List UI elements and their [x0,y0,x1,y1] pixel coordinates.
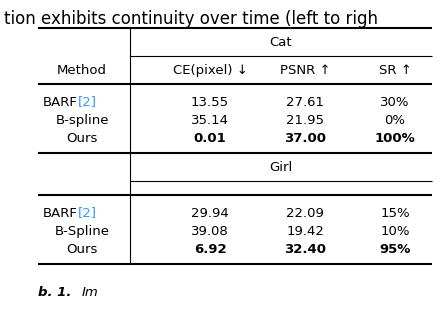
Text: 32.40: 32.40 [284,242,326,255]
Text: 39.08: 39.08 [191,224,229,238]
Text: 29.94: 29.94 [191,206,229,220]
Text: BARF: BARF [43,96,78,109]
Text: CE(pixel) ↓: CE(pixel) ↓ [172,63,247,77]
Text: tion exhibits continuity over time (left to righ: tion exhibits continuity over time (left… [4,10,378,28]
Text: 0.01: 0.01 [194,131,226,145]
Text: Ours: Ours [66,242,98,255]
Text: 27.61: 27.61 [286,96,324,109]
Text: Girl: Girl [269,160,293,174]
Text: PSNR ↑: PSNR ↑ [280,63,330,77]
Text: 0%: 0% [384,113,405,127]
Text: 19.42: 19.42 [286,224,324,238]
Text: 95%: 95% [379,242,411,255]
Text: 37.00: 37.00 [284,131,326,145]
Text: [2]: [2] [78,206,97,220]
Text: 100%: 100% [375,131,415,145]
Text: Cat: Cat [270,35,292,49]
Text: 10%: 10% [380,224,410,238]
Text: 30%: 30% [380,96,410,109]
Text: 6.92: 6.92 [194,242,226,255]
Text: BARF: BARF [43,206,78,220]
Text: b. 1.: b. 1. [38,286,71,299]
Text: B-Spline: B-Spline [55,224,109,238]
Text: Im: Im [82,286,99,299]
Text: 22.09: 22.09 [286,206,324,220]
Text: B-spline: B-spline [55,113,109,127]
Text: 21.95: 21.95 [286,113,324,127]
Text: 13.55: 13.55 [191,96,229,109]
Text: 15%: 15% [380,206,410,220]
Text: SR ↑: SR ↑ [379,63,411,77]
Text: [2]: [2] [78,96,97,109]
Text: Method: Method [57,63,107,77]
Text: Ours: Ours [66,131,98,145]
Text: 35.14: 35.14 [191,113,229,127]
